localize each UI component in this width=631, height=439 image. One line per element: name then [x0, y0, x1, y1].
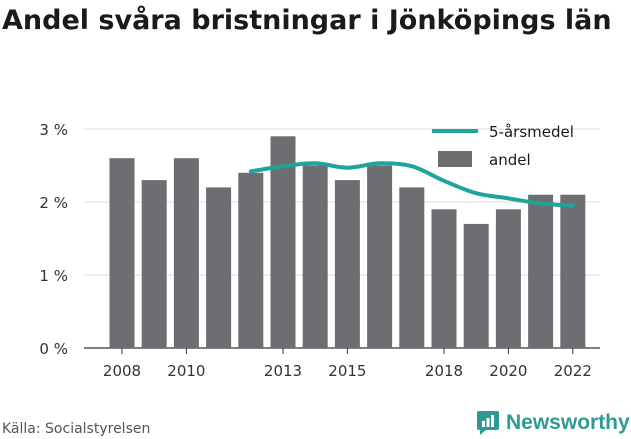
bar	[495, 209, 521, 348]
bar	[109, 158, 135, 348]
bar	[399, 187, 425, 348]
y-tick-label: 1 %	[39, 267, 68, 285]
y-tick-label: 2 %	[39, 194, 68, 212]
x-tick-label: 2015	[328, 362, 366, 380]
y-tick-label: 0 %	[39, 340, 68, 358]
chart-title: Andel svåra bristningar i Jönköpings län	[2, 5, 612, 36]
bar	[367, 165, 393, 348]
legend-label: andel	[489, 151, 531, 169]
bar	[302, 165, 328, 348]
legend-bar-swatch	[438, 151, 472, 167]
bar	[431, 209, 457, 348]
moving-average-line	[248, 161, 575, 208]
source-credit: Källa: Socialstyrelsen	[2, 421, 151, 437]
x-tick-label: 2010	[167, 362, 205, 380]
brand-logo: Newsworthy	[476, 409, 630, 437]
bar	[173, 158, 199, 348]
bar	[270, 136, 296, 348]
newsworthy-logo-icon	[477, 411, 499, 435]
bar	[334, 180, 360, 348]
bar	[463, 223, 489, 348]
brand-name: Newsworthy	[506, 411, 630, 434]
x-tick-label: 2008	[103, 362, 141, 380]
bar	[206, 187, 232, 348]
x-tick-label: 2013	[264, 362, 302, 380]
x-tick-label: 2022	[554, 362, 592, 380]
legend: 5-årsmedel andel	[432, 123, 574, 169]
series-line	[248, 161, 575, 208]
legend-label: 5-årsmedel	[489, 123, 574, 141]
bars	[109, 136, 586, 348]
bar	[528, 194, 554, 348]
y-tick-label: 3 %	[39, 121, 68, 139]
x-tick-label: 2020	[489, 362, 527, 380]
bar	[238, 172, 264, 348]
axis-labels: 0 % 1 % 2 % 3 % 2008 2010 2013 2015 2018 2020 2022	[39, 121, 591, 380]
x-tick-label: 2018	[425, 362, 463, 380]
bar	[141, 180, 167, 348]
bar	[560, 194, 586, 348]
